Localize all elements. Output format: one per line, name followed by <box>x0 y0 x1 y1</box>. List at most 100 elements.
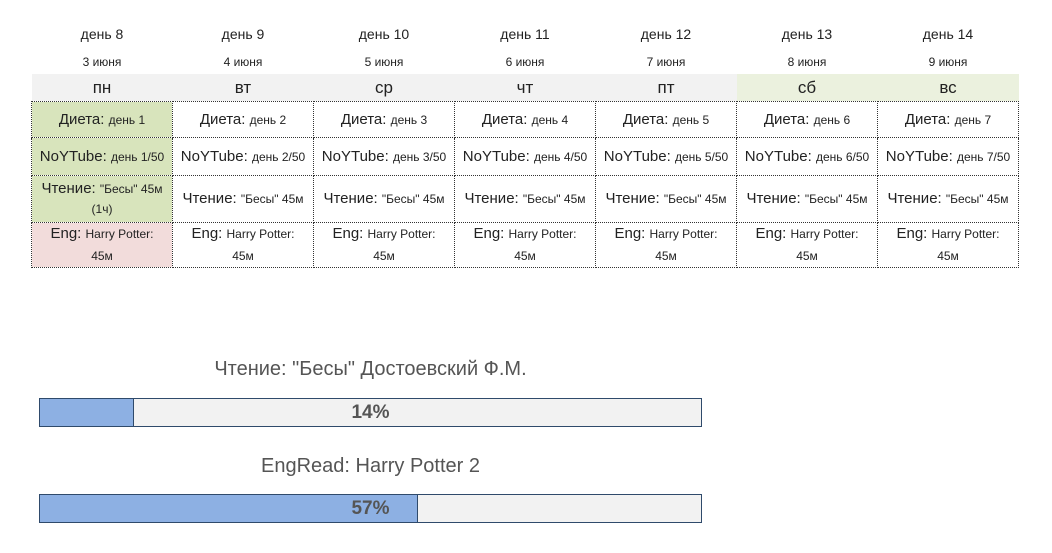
r-wd-row: пн вт ср чт пт сб вс <box>31 74 1019 102</box>
reading-extra: (1ч) <box>91 202 113 216</box>
eng-cell[interactable]: Eng: Harry Potter: 45м <box>313 222 455 268</box>
reading-label: Чтение: <box>41 180 96 197</box>
reading-cell[interactable]: Чтение: "Бесы" 45м (1ч) <box>31 175 173 223</box>
day-number-cell[interactable]: день 13 <box>737 18 878 50</box>
date: 9 июня <box>928 55 968 69</box>
diet-label: Диета: <box>481 111 528 128</box>
weekday: пт <box>657 77 675 97</box>
date-cell[interactable]: 5 июня <box>314 50 455 74</box>
reading-cell[interactable]: Чтение: "Бесы" 45м <box>877 175 1019 223</box>
noytube-cell[interactable]: NoYTube: день 5/50 <box>595 137 737 176</box>
eng-time: 45м <box>232 249 254 263</box>
noytube-label: NoYTube: <box>39 148 107 165</box>
noytube-label: NoYTube: <box>180 148 248 165</box>
eng-value: Harry Potter: <box>508 227 577 241</box>
weekday-cell[interactable]: чт <box>454 74 596 102</box>
eng-time: 45м <box>514 249 536 263</box>
diet-cell[interactable]: Диета: день 2 <box>172 101 314 138</box>
noytube-value: день 3/50 <box>392 150 447 164</box>
diet-cell[interactable]: Диета: день 4 <box>454 101 596 138</box>
progress-fill <box>40 495 418 522</box>
r-noyt-row: NoYTube: день 1/50 NoYTube: день 2/50 NoYT… <box>31 137 1019 176</box>
weekday-cell[interactable]: пт <box>595 74 737 102</box>
day-number-cell[interactable]: день 9 <box>173 18 314 50</box>
diet-value: день 6 <box>813 113 851 127</box>
eng-time: 45м <box>373 249 395 263</box>
reading-label: Чтение: <box>746 190 801 207</box>
weekday-cell[interactable]: сб <box>736 74 878 102</box>
date: 4 июня <box>223 55 263 69</box>
date-cell[interactable]: 7 июня <box>596 50 737 74</box>
eng-cell[interactable]: Eng: Harry Potter: 45м <box>31 222 173 268</box>
day-number: день 8 <box>80 26 124 42</box>
reading-value: "Бесы" 45м <box>663 192 727 206</box>
diet-value: день 5 <box>672 113 710 127</box>
diet-value: день 4 <box>531 113 569 127</box>
diet-value: день 1 <box>108 113 146 127</box>
weekday-cell[interactable]: вс <box>877 74 1019 102</box>
reading-label: Чтение: <box>182 190 237 207</box>
noytube-cell[interactable]: NoYTube: день 4/50 <box>454 137 596 176</box>
date-cell[interactable]: 8 июня <box>737 50 878 74</box>
reading-cell[interactable]: Чтение: "Бесы" 45м <box>595 175 737 223</box>
noytube-value: день 6/50 <box>815 150 870 164</box>
eng-cell[interactable]: Eng: Harry Potter: 45м <box>454 222 596 268</box>
progress-bar: 57% <box>39 494 702 523</box>
date-cell[interactable]: 6 июня <box>455 50 596 74</box>
diet-cell[interactable]: Диета: день 6 <box>736 101 878 138</box>
eng-value: Harry Potter: <box>226 227 295 241</box>
day-number-cell[interactable]: день 10 <box>314 18 455 50</box>
reading-cell[interactable]: Чтение: "Бесы" 45м <box>313 175 455 223</box>
weekday-cell[interactable]: пн <box>31 74 173 102</box>
eng-cell[interactable]: Eng: Harry Potter: 45м <box>736 222 878 268</box>
progress-percent: 14% <box>351 402 390 423</box>
date-cell[interactable]: 4 июня <box>173 50 314 74</box>
noytube-cell[interactable]: NoYTube: день 6/50 <box>736 137 878 176</box>
diet-label: Диета: <box>199 111 246 128</box>
noytube-label: NoYTube: <box>744 148 812 165</box>
reading-label: Чтение: <box>323 190 378 207</box>
diet-cell[interactable]: Диета: день 1 <box>31 101 173 138</box>
diet-cell[interactable]: Диета: день 3 <box>313 101 455 138</box>
schedule-table: день 8 день 9 день 10 день 11 день 12 день 13… <box>31 18 1019 268</box>
noytube-cell[interactable]: NoYTube: день 7/50 <box>877 137 1019 176</box>
progress-title: Чтение: "Бесы" Достоевский Ф.М. <box>214 358 527 380</box>
date: 5 июня <box>364 55 404 69</box>
day-number: день 12 <box>640 26 692 42</box>
eng-label: Eng: <box>473 225 505 242</box>
date-cell[interactable]: 9 июня <box>878 50 1019 74</box>
noytube-cell[interactable]: NoYTube: день 2/50 <box>172 137 314 176</box>
eng-cell[interactable]: Eng: Harry Potter: 45м <box>172 222 314 268</box>
eng-time: 45м <box>796 249 818 263</box>
noytube-cell[interactable]: NoYTube: день 3/50 <box>313 137 455 176</box>
reading-cell[interactable]: Чтение: "Бесы" 45м <box>736 175 878 223</box>
day-number-cell[interactable]: день 12 <box>596 18 737 50</box>
date-cell[interactable]: 3 июня <box>32 50 173 74</box>
r-eng-row: Eng: Harry Potter: 45м Eng: Harry Potter: 4… <box>31 222 1019 268</box>
reading-cell[interactable]: Чтение: "Бесы" 45м <box>454 175 596 223</box>
eng-value: Harry Potter: <box>931 227 1000 241</box>
day-number: день 9 <box>221 26 265 42</box>
diet-value: день 7 <box>954 113 992 127</box>
diet-cell[interactable]: Диета: день 5 <box>595 101 737 138</box>
progress-bar: 14% <box>39 398 702 427</box>
noytube-label: NoYTube: <box>321 148 389 165</box>
reading-label: Чтение: <box>464 190 519 207</box>
eng-time: 45м <box>91 249 113 263</box>
day-number-cell[interactable]: день 8 <box>32 18 173 50</box>
reading-value: "Бесы" 45м <box>381 192 445 206</box>
weekday-cell[interactable]: ср <box>313 74 455 102</box>
diet-cell[interactable]: Диета: день 7 <box>877 101 1019 138</box>
day-number-cell[interactable]: день 14 <box>878 18 1019 50</box>
eng-cell[interactable]: Eng: Harry Potter: 45м <box>877 222 1019 268</box>
day-number-cell[interactable]: день 11 <box>455 18 596 50</box>
eng-cell[interactable]: Eng: Harry Potter: 45м <box>595 222 737 268</box>
reading-cell[interactable]: Чтение: "Бесы" 45м <box>172 175 314 223</box>
noytube-cell[interactable]: NoYTube: день 1/50 <box>31 137 173 176</box>
day-number: день 10 <box>358 26 410 42</box>
weekday-cell[interactable]: вт <box>172 74 314 102</box>
r-date-row: 3 июня 4 июня 5 июня 6 июня 7 июня 8 июня 9 ию… <box>32 50 1019 74</box>
weekday: ср <box>375 77 393 97</box>
r-read-row: Чтение: "Бесы" 45м (1ч) Чтение: "Бесы" 45м… <box>31 175 1019 223</box>
